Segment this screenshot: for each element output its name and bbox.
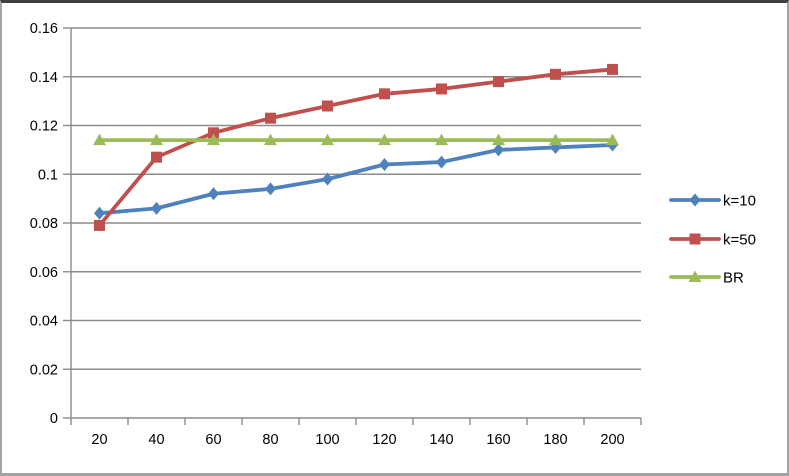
x-axis-tick-label: 140 [429, 432, 453, 448]
series-k50-marker [379, 88, 390, 100]
series-k10-line [97, 143, 615, 216]
series-k50-marker [208, 127, 219, 139]
series-k50-marker [436, 83, 447, 95]
y-axis-tick-label: 0.1 [38, 167, 58, 183]
legend-key-marker-br [688, 270, 702, 282]
series-k50-marker [550, 68, 561, 80]
series-br-marker [378, 133, 391, 146]
series-k50-marker [322, 100, 333, 112]
x-axis-tick-label: 40 [148, 432, 164, 448]
x-axis-tick-label: 80 [262, 432, 278, 448]
series-br-marker [93, 133, 106, 146]
legend-key-marker-k10 [689, 193, 701, 207]
series-br-marker [207, 133, 220, 146]
series-k10-marker [208, 187, 219, 201]
y-axis-tick-label: 0.16 [30, 21, 58, 37]
legend-label-k50: k=50 [723, 231, 756, 248]
y-axis-tick-label: 0.12 [30, 119, 58, 135]
x-axis-tick-label: 100 [315, 432, 339, 448]
y-axis-tick-label: 0.06 [30, 265, 58, 281]
series-br-marker [549, 133, 562, 146]
legend-label-br: BR [723, 269, 744, 286]
series-k50-marker [493, 76, 504, 88]
x-axis-tick-label: 160 [486, 432, 510, 448]
y-axis-tick-label: 0.08 [30, 216, 58, 232]
series-br-marker [321, 133, 334, 146]
y-axis-tick-label: 0.04 [30, 314, 58, 330]
series-k10-marker [265, 182, 276, 196]
y-axis-tick-label: 0.14 [30, 70, 58, 86]
series-k10-marker [379, 158, 390, 171]
series-k10-marker [322, 172, 333, 186]
series-k10-marker [151, 201, 162, 215]
series-k50-marker [265, 112, 276, 124]
y-axis-tick-label: 0.02 [30, 362, 58, 378]
x-axis-tick-label: 60 [205, 432, 221, 448]
series-k10-marker [94, 206, 105, 220]
series-k10-marker [493, 143, 504, 157]
series-br-marker [264, 133, 277, 146]
x-axis-tick-label: 20 [91, 432, 107, 448]
x-axis-tick-label: 120 [372, 432, 396, 448]
series-k50-line [97, 67, 615, 228]
line-chart: 0.16 0.14 0.12 0.1 0.08 0.06 0.04 0.02 0 20 40 60 80… [30, 21, 756, 448]
x-axis-tick-label: 180 [543, 432, 567, 448]
y-axis-tick-label: 0 [50, 411, 58, 427]
series-br-marker [606, 133, 619, 146]
series-k50-marker [151, 151, 162, 163]
series-k50-marker [607, 63, 618, 75]
legend-label-k10: k=10 [723, 192, 756, 209]
series-k10-marker [436, 155, 447, 169]
x-axis-tick-label: 200 [600, 432, 624, 448]
series-k50-marker [94, 219, 105, 231]
series-br-marker [435, 133, 448, 146]
series-br-marker [150, 133, 163, 146]
series-br-marker [492, 133, 505, 146]
legend-key-marker-k50 [689, 233, 701, 245]
